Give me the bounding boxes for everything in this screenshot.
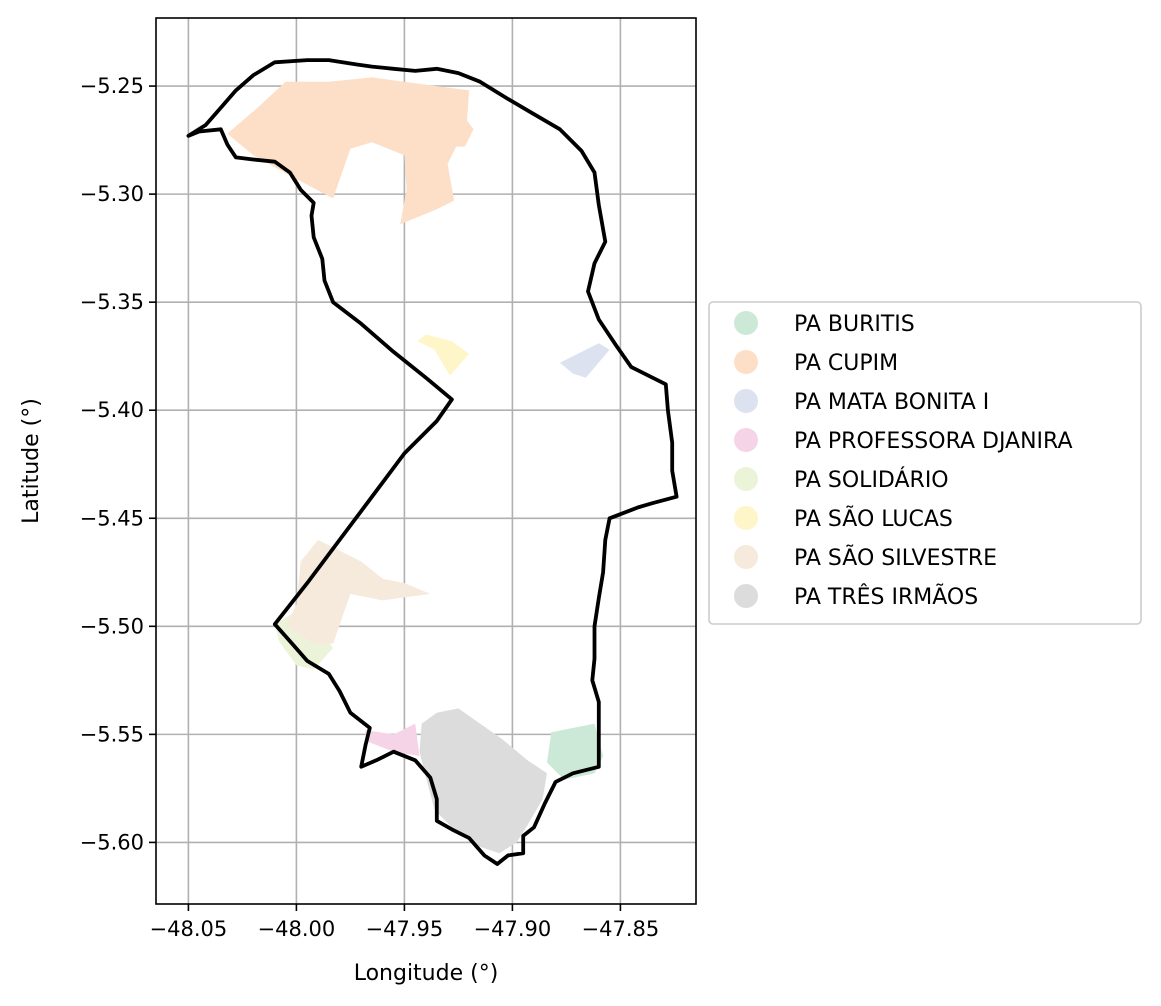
x-tick-label: −48.00 [258, 917, 336, 941]
legend-label-5: PA SÃO LUCAS [794, 505, 953, 532]
x-axis-ticks: −48.05 −48.00 −47.95 −47.90 −47.85 [150, 904, 660, 941]
y-axis-ticks: −5.25 −5.30 −5.35 −5.40 −5.45 −5.50 −5.55 −5.60 [80, 74, 156, 854]
legend-marker-6 [734, 545, 758, 569]
settlement-polygons [227, 77, 610, 854]
settlement-polygon-5 [417, 334, 470, 376]
legend: PA BURITIS PA CUPIM PA MATA BONITA I PA PRO… [708, 301, 1142, 625]
settlement-polygon-3 [365, 723, 420, 756]
municipality-boundary [186, 58, 679, 866]
x-tick-label: −47.90 [474, 917, 552, 941]
settlement-polygon-7 [419, 708, 547, 854]
legend-label-2: PA MATA BONITA I [794, 390, 989, 415]
legend-label-7: PA TRÊS IRMÃOS [794, 583, 978, 610]
legend-marker-5 [734, 506, 758, 530]
y-tick-label: −5.25 [80, 74, 144, 98]
settlement-polygon-2 [559, 343, 610, 378]
legend-label-0: PA BURITIS [794, 312, 915, 337]
legend-marker-0 [734, 311, 758, 335]
legend-label-1: PA CUPIM [794, 351, 898, 376]
plot-frame [155, 17, 697, 905]
y-axis-label: Latitude (°) [19, 398, 44, 524]
legend-entries: PA BURITIS PA CUPIM PA MATA BONITA I PA PRO… [734, 311, 1073, 610]
settlement-polygon-1 [227, 77, 474, 225]
y-tick-label: −5.55 [80, 722, 144, 746]
legend-box [708, 301, 1142, 625]
settlement-polygon-6 [285, 539, 431, 644]
x-axis-label: Longitude (°) [354, 961, 499, 986]
legend-label-3: PA PROFESSORA DJANIRA [794, 429, 1073, 454]
x-tick-label: −47.95 [366, 917, 444, 941]
legend-marker-1 [734, 350, 758, 374]
x-tick-label: −48.05 [150, 917, 228, 941]
legend-marker-2 [734, 389, 758, 413]
y-tick-label: −5.45 [80, 506, 144, 530]
legend-marker-3 [734, 428, 758, 452]
legend-marker-4 [734, 467, 758, 491]
y-tick-label: −5.60 [80, 830, 144, 854]
x-tick-label: −47.85 [582, 917, 660, 941]
settlement-polygon-0 [547, 723, 604, 780]
municipality-boundary-layer [186, 58, 679, 866]
y-tick-label: −5.40 [80, 398, 144, 422]
legend-label-6: PA SÃO SILVESTRE [794, 544, 997, 571]
legend-marker-7 [734, 584, 758, 608]
y-tick-label: −5.30 [80, 182, 144, 206]
legend-label-4: PA SOLIDÁRIO [794, 467, 949, 493]
y-tick-label: −5.50 [80, 614, 144, 638]
y-tick-label: −5.35 [80, 290, 144, 314]
